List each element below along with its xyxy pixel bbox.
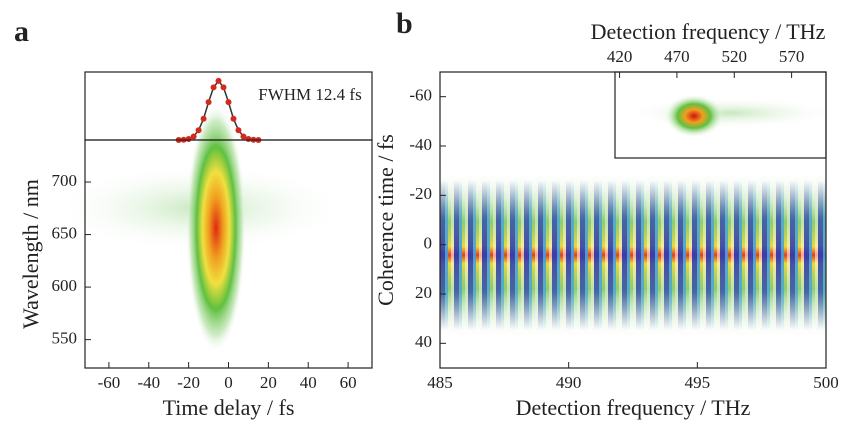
point: [210, 84, 217, 91]
y-axis-label: Coherence time / fs: [373, 134, 398, 306]
y-axis-label: Wavelength / nm: [18, 179, 43, 329]
y-tick-label: 700: [52, 171, 78, 190]
point: [220, 84, 227, 91]
y-tick-label: 600: [52, 276, 78, 295]
axes-frame: [614, 71, 827, 159]
point: [230, 115, 237, 122]
point: [240, 133, 247, 140]
fringes: [440, 180, 826, 330]
y-tick-label: 40: [415, 332, 432, 351]
point: [200, 115, 207, 122]
x-tick-label: 500: [813, 373, 839, 392]
point: [235, 127, 242, 134]
x-tick-label: 60: [340, 373, 357, 392]
heatmap-a: [50, 103, 350, 353]
annotation: FWHM 12.4 fs: [258, 85, 361, 104]
x-tick-label: 485: [427, 373, 453, 392]
panel-label: a: [14, 15, 29, 48]
x-tick-label: 495: [685, 373, 711, 392]
inset: [615, 72, 840, 158]
x-axis-label: Time delay / fs: [163, 395, 295, 420]
y-tick-label: 0: [424, 234, 433, 253]
x-tick-label: -20: [177, 373, 200, 392]
x-tick-label: 570: [779, 47, 805, 66]
y-tick-label: 650: [52, 223, 78, 242]
point: [205, 99, 212, 106]
x-tick-label: 0: [224, 373, 233, 392]
point: [225, 99, 232, 106]
inset-spot: [664, 94, 724, 138]
y-tick-label: 20: [415, 283, 432, 302]
x-axis-label: Detection frequency / THz: [591, 19, 826, 44]
y-tick-label: -60: [409, 86, 432, 105]
heatmap-b: [440, 170, 826, 340]
y-tick-label: -20: [409, 184, 432, 203]
x-tick-label: 40: [300, 373, 317, 392]
pulse-map: [186, 103, 246, 353]
x-tick-label: -60: [98, 373, 121, 392]
x-tick-label: 520: [722, 47, 748, 66]
x-tick-label: 470: [664, 47, 690, 66]
point: [195, 127, 202, 134]
inset-band: [620, 97, 840, 129]
point: [190, 133, 197, 140]
point: [215, 77, 222, 84]
x-tick-label: -40: [137, 373, 160, 392]
panel-label: b: [396, 7, 413, 40]
x-axis-label: Detection frequency / THz: [516, 395, 751, 420]
y-tick-label: -40: [409, 135, 432, 154]
x-tick-label: 490: [556, 373, 582, 392]
y-tick-label: 550: [52, 329, 78, 348]
x-tick-label: 20: [260, 373, 277, 392]
x-tick-label: 420: [607, 47, 633, 66]
